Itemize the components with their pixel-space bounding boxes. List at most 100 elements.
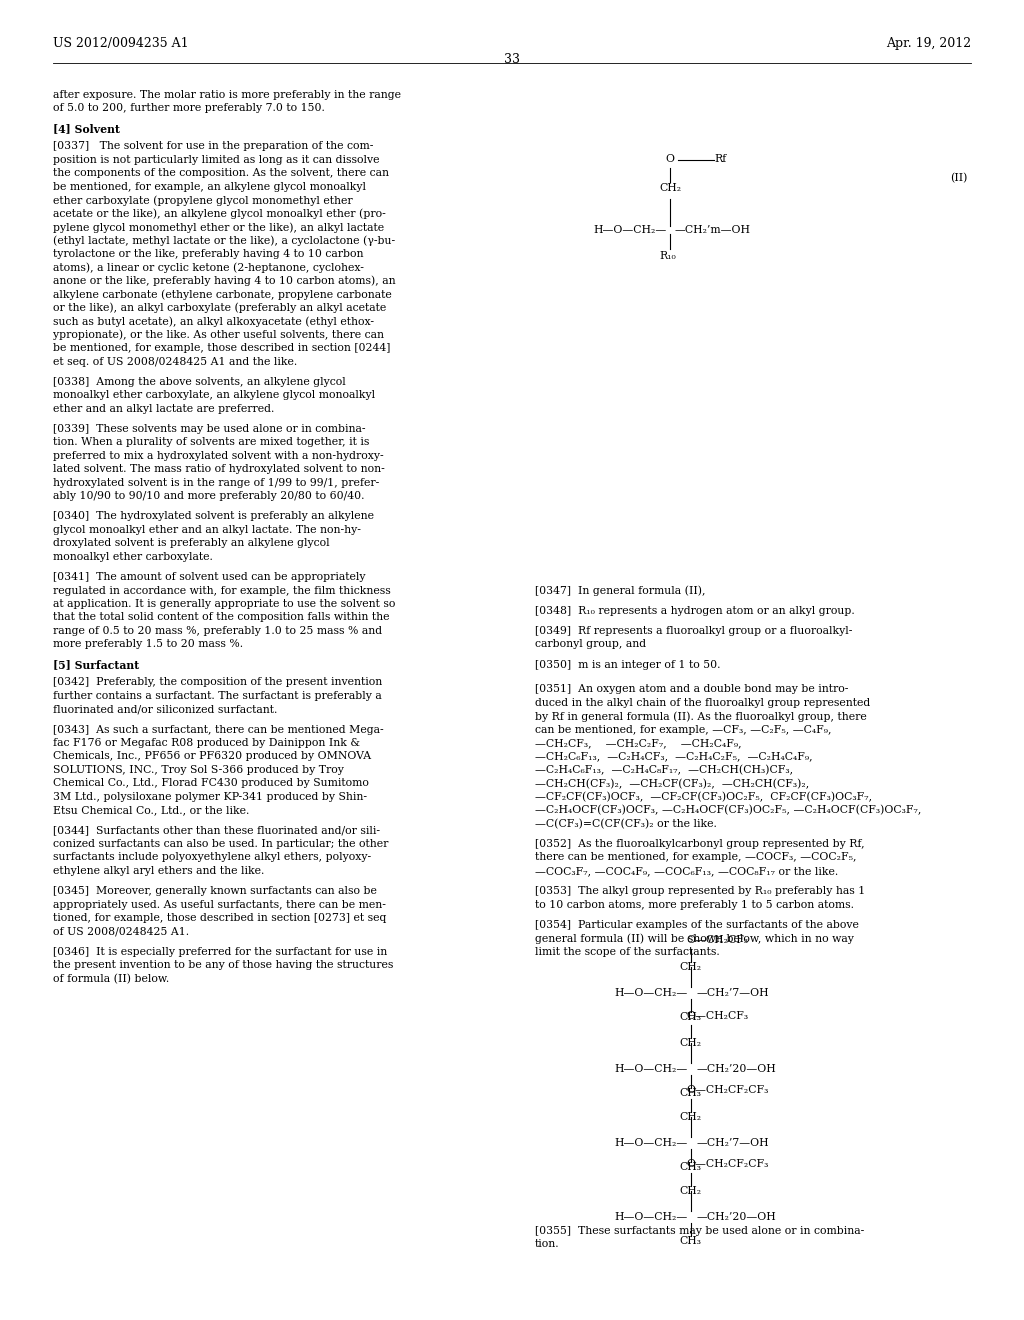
Text: glycol monoalkyl ether and an alkyl lactate. The non-hy-: glycol monoalkyl ether and an alkyl lact… — [53, 525, 361, 535]
Text: —CH₂’20—OH: —CH₂’20—OH — [696, 1212, 776, 1222]
Text: ether and an alkyl lactate are preferred.: ether and an alkyl lactate are preferred… — [53, 404, 274, 413]
Text: Etsu Chemical Co., Ltd., or the like.: Etsu Chemical Co., Ltd., or the like. — [53, 805, 250, 816]
Text: et seq. of US 2008/0248425 A1 and the like.: et seq. of US 2008/0248425 A1 and the li… — [53, 356, 298, 367]
Text: pylene glycol monomethyl ether or the like), an alkyl lactate: pylene glycol monomethyl ether or the li… — [53, 222, 384, 232]
Text: CH₂: CH₂ — [679, 962, 701, 972]
Text: [0344]  Surfactants other than these fluorinated and/or sili-: [0344] Surfactants other than these fluo… — [53, 825, 380, 836]
Text: Rf: Rf — [715, 153, 727, 164]
Text: such as butyl acetate), an alkyl alkoxyacetate (ethyl ethox-: such as butyl acetate), an alkyl alkoxya… — [53, 317, 374, 327]
Text: to 10 carbon atoms, more preferably 1 to 5 carbon atoms.: to 10 carbon atoms, more preferably 1 to… — [535, 900, 854, 909]
Text: —CH₂CH(CF₃)₂,  —CH₂CF(CF₃)₂,  —CH₂CH(CF₃)₂,: —CH₂CH(CF₃)₂, —CH₂CF(CF₃)₂, —CH₂CH(CF₃)₂… — [535, 779, 809, 789]
Text: —CH₂C₆F₁₃,  —C₂H₄CF₃,  —C₂H₄C₂F₅,  —C₂H₄C₄F₉,: —CH₂C₆F₁₃, —C₂H₄CF₃, —C₂H₄C₂F₅, —C₂H₄C₄F… — [535, 751, 812, 762]
Text: CH₂: CH₂ — [679, 1039, 701, 1048]
Text: CH₃: CH₃ — [679, 1088, 700, 1098]
Text: range of 0.5 to 20 mass %, preferably 1.0 to 25 mass % and: range of 0.5 to 20 mass %, preferably 1.… — [53, 626, 382, 636]
Text: CH₂: CH₂ — [679, 1187, 701, 1196]
Text: after exposure. The molar ratio is more preferably in the range: after exposure. The molar ratio is more … — [53, 90, 401, 100]
Text: hydroxylated solvent is in the range of 1/99 to 99/1, prefer-: hydroxylated solvent is in the range of … — [53, 478, 380, 488]
Text: regulated in accordance with, for example, the film thickness: regulated in accordance with, for exampl… — [53, 586, 391, 595]
Text: (II): (II) — [950, 173, 968, 183]
Text: by Rf in general formula (II). As the fluoroalkyl group, there: by Rf in general formula (II). As the fl… — [535, 711, 866, 722]
Text: the components of the composition. As the solvent, there can: the components of the composition. As th… — [53, 168, 389, 178]
Text: be mentioned, for example, an alkylene glycol monoalkyl: be mentioned, for example, an alkylene g… — [53, 182, 367, 191]
Text: monoalkyl ether carboxylate, an alkylene glycol monoalkyl: monoalkyl ether carboxylate, an alkylene… — [53, 391, 376, 400]
Text: fluorinated and/or siliconized surfactant.: fluorinated and/or siliconized surfactan… — [53, 705, 278, 714]
Text: [5] Surfactant: [5] Surfactant — [53, 660, 139, 671]
Text: tion. When a plurality of solvents are mixed together, it is: tion. When a plurality of solvents are m… — [53, 437, 370, 447]
Text: —CF₂CF(CF₃)OCF₃,  —CF₂CF(CF₃)OC₂F₅,  CF₂CF(CF₃)OC₃F₇,: —CF₂CF(CF₃)OCF₃, —CF₂CF(CF₃)OC₂F₅, CF₂CF… — [535, 792, 871, 803]
Text: O—CH₂CF₂CF₃: O—CH₂CF₂CF₃ — [686, 1159, 768, 1170]
Text: —CH₂’7—OH: —CH₂’7—OH — [696, 987, 769, 998]
Text: of 5.0 to 200, further more preferably 7.0 to 150.: of 5.0 to 200, further more preferably 7… — [53, 103, 326, 114]
Text: ether carboxylate (propylene glycol monomethyl ether: ether carboxylate (propylene glycol mono… — [53, 195, 353, 206]
Text: at application. It is generally appropriate to use the solvent so: at application. It is generally appropri… — [53, 599, 395, 609]
Text: ably 10/90 to 90/10 and more preferably 20/80 to 60/40.: ably 10/90 to 90/10 and more preferably … — [53, 491, 365, 502]
Text: R₁₀: R₁₀ — [659, 251, 676, 261]
Text: SOLUTIONS, INC., Troy Sol S-366 produced by Troy: SOLUTIONS, INC., Troy Sol S-366 produced… — [53, 766, 344, 775]
Text: conized surfactants can also be used. In particular; the other: conized surfactants can also be used. In… — [53, 840, 389, 849]
Text: of US 2008/0248425 A1.: of US 2008/0248425 A1. — [53, 927, 189, 936]
Text: [0348]  R₁₀ represents a hydrogen atom or an alkyl group.: [0348] R₁₀ represents a hydrogen atom or… — [535, 606, 854, 615]
Text: H—O—CH₂—: H—O—CH₂— — [614, 1138, 688, 1148]
Text: [0338]  Among the above solvents, an alkylene glycol: [0338] Among the above solvents, an alky… — [53, 378, 346, 387]
Text: 3M Ltd., polysiloxane polymer KP-341 produced by Shin-: 3M Ltd., polysiloxane polymer KP-341 pro… — [53, 792, 368, 801]
Text: alkylene carbonate (ethylene carbonate, propylene carbonate: alkylene carbonate (ethylene carbonate, … — [53, 289, 392, 300]
Text: —C(CF₃)=C(CF(CF₃)₂ or the like.: —C(CF₃)=C(CF(CF₃)₂ or the like. — [535, 818, 717, 829]
Text: —CH₂’m—OH: —CH₂’m—OH — [675, 224, 751, 235]
Text: [0342]  Preferably, the composition of the present invention: [0342] Preferably, the composition of th… — [53, 677, 383, 688]
Text: monoalkyl ether carboxylate.: monoalkyl ether carboxylate. — [53, 552, 213, 562]
Text: that the total solid content of the composition falls within the: that the total solid content of the comp… — [53, 612, 390, 623]
Text: duced in the alkyl chain of the fluoroalkyl group represented: duced in the alkyl chain of the fluoroal… — [535, 697, 869, 708]
Text: US 2012/0094235 A1: US 2012/0094235 A1 — [53, 37, 188, 50]
Text: anone or the like, preferably having 4 to 10 carbon atoms), an: anone or the like, preferably having 4 t… — [53, 276, 396, 286]
Text: the present invention to be any of those having the structures: the present invention to be any of those… — [53, 960, 393, 970]
Text: there can be mentioned, for example, —COCF₃, —COC₂F₅,: there can be mentioned, for example, —CO… — [535, 853, 856, 862]
Text: tyrolactone or the like, preferably having 4 to 10 carbon: tyrolactone or the like, preferably havi… — [53, 249, 364, 259]
Text: CH₂: CH₂ — [679, 1113, 701, 1122]
Text: ypropionate), or the like. As other useful solvents, there can: ypropionate), or the like. As other usef… — [53, 330, 384, 341]
Text: H—O—CH₂—: H—O—CH₂— — [614, 1212, 688, 1222]
Text: lated solvent. The mass ratio of hydroxylated solvent to non-: lated solvent. The mass ratio of hydroxy… — [53, 465, 385, 474]
Text: tioned, for example, those described in section [0273] et seq: tioned, for example, those described in … — [53, 913, 387, 923]
Text: of formula (II) below.: of formula (II) below. — [53, 974, 170, 983]
Text: —C₂H₄C₆F₁₃,  —C₂H₄C₈F₁₇,  —CH₂CH(CH₃)CF₃,: —C₂H₄C₆F₁₃, —C₂H₄C₈F₁₇, —CH₂CH(CH₃)CF₃, — [535, 766, 793, 775]
Text: —COC₃F₇, —COC₄F₉, —COC₆F₁₃, —COC₈F₁₇ or the like.: —COC₃F₇, —COC₄F₉, —COC₆F₁₃, —COC₈F₁₇ or … — [535, 866, 838, 876]
Text: —C₂H₄OCF(CF₃)OCF₃, —C₂H₄OCF(CF₃)OC₂F₅, —C₂H₄OCF(CF₃)OC₃F₇,: —C₂H₄OCF(CF₃)OCF₃, —C₂H₄OCF(CF₃)OC₂F₅, —… — [535, 805, 921, 816]
Text: —CH₂’7—OH: —CH₂’7—OH — [696, 1138, 769, 1148]
Text: [0353]  The alkyl group represented by R₁₀ preferably has 1: [0353] The alkyl group represented by R₁… — [535, 886, 865, 896]
Text: acetate or the like), an alkylene glycol monoalkyl ether (pro-: acetate or the like), an alkylene glycol… — [53, 209, 386, 219]
Text: atoms), a linear or cyclic ketone (2-heptanone, cyclohex-: atoms), a linear or cyclic ketone (2-hep… — [53, 263, 365, 273]
Text: —CH₂’20—OH: —CH₂’20—OH — [696, 1064, 776, 1074]
Text: general formula (II) will be shown below, which in no way: general formula (II) will be shown below… — [535, 933, 853, 944]
Text: droxylated solvent is preferably an alkylene glycol: droxylated solvent is preferably an alky… — [53, 539, 330, 548]
Text: [0337]   The solvent for use in the preparation of the com-: [0337] The solvent for use in the prepar… — [53, 141, 374, 152]
Text: surfactants include polyoxyethylene alkyl ethers, polyoxy-: surfactants include polyoxyethylene alky… — [53, 853, 372, 862]
Text: Apr. 19, 2012: Apr. 19, 2012 — [886, 37, 971, 50]
Text: O: O — [666, 153, 674, 164]
Text: CH₂: CH₂ — [659, 183, 682, 194]
Text: Chemicals, Inc., PF656 or PF6320 produced by OMNOVA: Chemicals, Inc., PF656 or PF6320 produce… — [53, 751, 372, 762]
Text: [0340]  The hydroxylated solvent is preferably an alkylene: [0340] The hydroxylated solvent is prefe… — [53, 511, 374, 521]
Text: H—O—CH₂—: H—O—CH₂— — [614, 1064, 688, 1074]
Text: [0343]  As such a surfactant, there can be mentioned Mega-: [0343] As such a surfactant, there can b… — [53, 725, 384, 734]
Text: or the like), an alkyl carboxylate (preferably an alkyl acetate: or the like), an alkyl carboxylate (pref… — [53, 302, 386, 313]
Text: 33: 33 — [504, 53, 520, 66]
Text: [4] Solvent: [4] Solvent — [53, 124, 120, 135]
Text: [0349]  Rf represents a fluoroalkyl group or a fluoroalkyl-: [0349] Rf represents a fluoroalkyl group… — [535, 626, 852, 636]
Text: can be mentioned, for example, —CF₃, —C₂F₅, —C₄F₉,: can be mentioned, for example, —CF₃, —C₂… — [535, 725, 831, 734]
Text: [0352]  As the fluoroalkylcarbonyl group represented by Rf,: [0352] As the fluoroalkylcarbonyl group … — [535, 840, 864, 849]
Text: [0355]  These surfactants may be used alone or in combina-: [0355] These surfactants may be used alo… — [535, 1226, 864, 1236]
Text: carbonyl group, and: carbonyl group, and — [535, 639, 646, 649]
Text: [0341]  The amount of solvent used can be appropriately: [0341] The amount of solvent used can be… — [53, 572, 366, 582]
Text: fac F176 or Megafac R08 produced by Dainippon Ink &: fac F176 or Megafac R08 produced by Dain… — [53, 738, 360, 748]
Text: [0345]  Moreover, generally known surfactants can also be: [0345] Moreover, generally known surfact… — [53, 886, 377, 896]
Text: —CH₂CF₃,    —CH₂C₂F₇,    —CH₂C₄F₉,: —CH₂CF₃, —CH₂C₂F₇, —CH₂C₄F₉, — [535, 738, 741, 748]
Text: CH₃: CH₃ — [679, 1011, 700, 1022]
Text: limit the scope of the surfactants.: limit the scope of the surfactants. — [535, 946, 719, 957]
Text: (ethyl lactate, methyl lactate or the like), a cyclolactone (γ-bu-: (ethyl lactate, methyl lactate or the li… — [53, 235, 395, 246]
Text: [0346]  It is especially preferred for the surfactant for use in: [0346] It is especially preferred for th… — [53, 946, 387, 957]
Text: O—CH₂CF₃: O—CH₂CF₃ — [686, 1011, 749, 1022]
Text: tion.: tion. — [535, 1239, 559, 1249]
Text: O—CH₂CF₂CF₃: O—CH₂CF₂CF₃ — [686, 1085, 768, 1096]
Text: be mentioned, for example, those described in section [0244]: be mentioned, for example, those describ… — [53, 343, 390, 354]
